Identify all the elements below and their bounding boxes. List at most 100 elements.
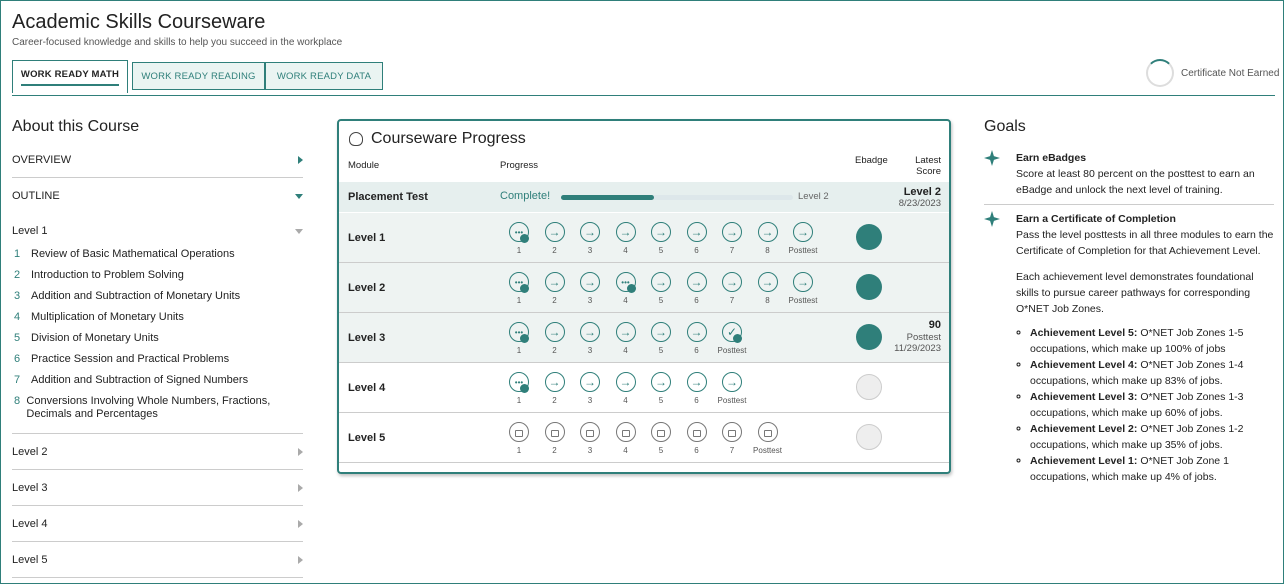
row-divider (339, 362, 949, 363)
step-label: 3 (587, 246, 593, 255)
step[interactable]: ✓ (722, 322, 742, 342)
bulb-icon (349, 132, 363, 146)
lesson[interactable]: 5 Division of Monetary Units (12, 332, 303, 345)
lesson[interactable]: 7 Addition and Subtraction of Signed Numb… (12, 374, 303, 387)
step[interactable] (509, 422, 529, 442)
step[interactable]: → (580, 272, 600, 292)
step[interactable]: → (615, 222, 636, 242)
step[interactable]: → (651, 222, 671, 242)
lesson[interactable]: 8 Conversions Involving Whole Numbers, Fr… (12, 395, 303, 421)
step[interactable]: → (793, 222, 813, 242)
lock-icon (763, 430, 772, 437)
step-label: 3 (587, 446, 593, 455)
step-label: 6 (694, 246, 699, 255)
step[interactable]: → (615, 372, 636, 392)
lesson[interactable]: 2 Introduction to Problem Solving (12, 269, 303, 282)
certificate-status: Certificate Not Earned (1181, 68, 1280, 79)
tab-label: WORK READY READING (141, 70, 256, 82)
step[interactable]: → (686, 272, 707, 292)
step[interactable]: → (686, 372, 707, 392)
step[interactable]: → (615, 322, 636, 342)
step[interactable]: → (580, 222, 600, 242)
step[interactable]: → (722, 222, 742, 242)
caret (298, 483, 303, 492)
goal-note: Each achievement level demonstrates foun… (1016, 271, 1254, 315)
lesson[interactable]: 4 Multiplication of Monetary Units (12, 311, 303, 324)
lesson[interactable]: 3 Addition and Subtraction of Monetary Un… (12, 290, 303, 303)
level-toggle[interactable]: Level 1 (12, 214, 303, 248)
ebadge (856, 324, 882, 350)
goals: Goals Earn eBadges Score at least 80 perce… (984, 118, 1274, 497)
step[interactable] (615, 422, 636, 442)
score: Level 2 (903, 186, 941, 198)
lesson-number: 8 (14, 395, 21, 407)
step[interactable]: ••• (509, 272, 529, 292)
step-label: 1 (516, 346, 522, 355)
section-toggle[interactable]: OVERVIEW (12, 142, 303, 178)
step[interactable] (757, 422, 778, 442)
row-divider (339, 262, 949, 263)
step[interactable]: ••• (615, 272, 636, 292)
step[interactable]: ••• (509, 222, 529, 242)
step[interactable] (686, 422, 707, 442)
step[interactable]: → (757, 272, 778, 292)
step-label: Posttest (788, 246, 818, 255)
step[interactable]: → (722, 372, 742, 392)
step-label: 3 (587, 346, 593, 355)
step[interactable]: → (651, 322, 671, 342)
lesson[interactable]: 6 Practice Session and Practical Problems (12, 353, 303, 366)
lesson[interactable]: 1 Review of Basic Mathematical Operations (12, 248, 303, 261)
step-label: Posttest (753, 446, 782, 455)
step-label: 2 (552, 396, 557, 405)
column-header: Module (348, 160, 380, 171)
step[interactable]: → (544, 322, 565, 342)
step[interactable] (722, 422, 742, 442)
achievement-name: Achievement Level 1: (1030, 455, 1138, 467)
lock-icon (586, 430, 594, 437)
step[interactable]: → (580, 322, 600, 342)
step-label: 4 (623, 246, 628, 255)
step[interactable]: → (544, 272, 565, 292)
lesson-title: Multiplication of Monetary Units (31, 311, 184, 323)
step[interactable] (580, 422, 600, 442)
step[interactable]: ••• (509, 322, 529, 342)
score: 90 (928, 319, 941, 331)
step[interactable]: → (651, 372, 671, 392)
step[interactable]: → (580, 372, 600, 392)
step[interactable]: → (544, 222, 565, 242)
tab[interactable]: WORK READY READING (132, 62, 265, 90)
bar-label: Level 2 (798, 191, 829, 202)
level-toggle[interactable]: Level 5 (12, 542, 303, 578)
sparkle-icon (984, 150, 1000, 166)
certificate-icon (1146, 59, 1174, 87)
section-toggle[interactable]: OUTLINE (12, 178, 303, 214)
step[interactable] (544, 422, 565, 442)
step-label: 6 (694, 446, 699, 455)
section-label: OVERVIEW (12, 153, 72, 166)
step[interactable]: → (686, 322, 707, 342)
step[interactable]: → (686, 222, 707, 242)
level-toggle[interactable]: Level 2 (12, 434, 303, 470)
step-label: 4 (623, 296, 628, 305)
level-toggle[interactable]: Level 4 (12, 506, 303, 542)
step-label: 6 (694, 296, 699, 305)
tab[interactable]: WORK READY MATH (12, 60, 128, 93)
step[interactable]: → (793, 272, 813, 292)
step[interactable] (651, 422, 671, 442)
subtitle: Career-focused knowledge and skills to h… (12, 37, 343, 48)
module-name: Level 5 (348, 432, 386, 444)
caret (295, 228, 303, 234)
goal-text: Pass the level posttests in all three mo… (1016, 229, 1274, 257)
step[interactable]: → (651, 272, 671, 292)
section-title: Goals (984, 118, 1026, 135)
tab[interactable]: WORK READY DATA (265, 62, 383, 90)
level-toggle[interactable]: Level 3 (12, 470, 303, 506)
step[interactable]: → (722, 272, 742, 292)
module-name: Level 3 (348, 332, 386, 344)
column-header: Ebadge (855, 155, 888, 166)
step[interactable]: → (544, 372, 565, 392)
lock-icon (657, 430, 665, 437)
step[interactable]: → (757, 222, 778, 242)
step[interactable]: ••• (509, 372, 529, 392)
lock-icon (515, 430, 523, 437)
